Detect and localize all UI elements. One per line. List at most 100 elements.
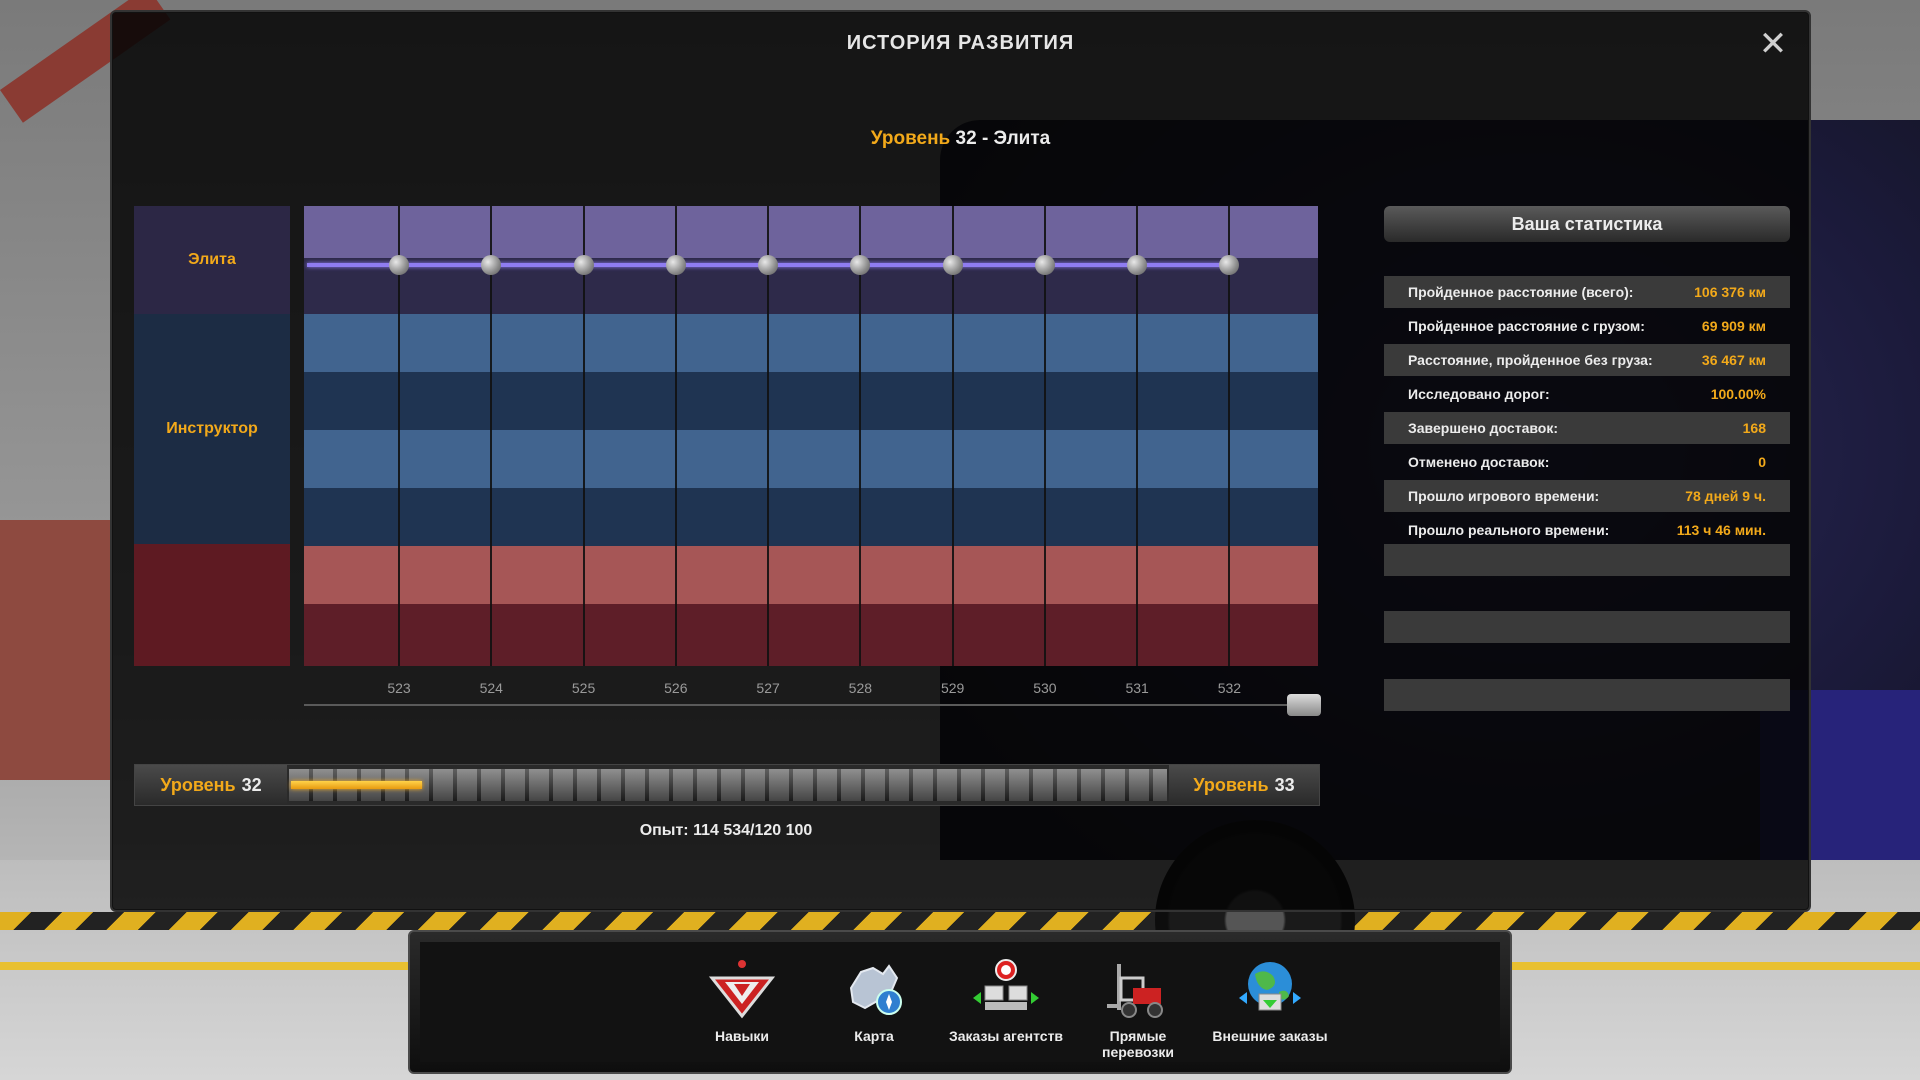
progress-node[interactable]: [942, 255, 963, 275]
dock-item-3[interactable]: Прямые перевозки: [1078, 958, 1198, 1060]
skills-icon: [707, 958, 777, 1020]
dock-item-label: Прямые перевозки: [1102, 1028, 1174, 1060]
stat-row: Исследовано дорог: 100.00%: [1384, 378, 1790, 410]
stat-label: Пройденное расстояние с грузом:: [1408, 318, 1645, 334]
chart-gridline: [490, 206, 493, 666]
x-tick-label: 532: [1217, 680, 1242, 696]
hazard-stripe: [0, 912, 1920, 930]
chart-gridline: [951, 206, 954, 666]
progress-node[interactable]: [389, 255, 410, 275]
stat-row-empty: [1384, 679, 1790, 711]
stat-label: Исследовано дорог:: [1408, 386, 1550, 402]
x-tick-label: 526: [664, 680, 688, 696]
agency-orders-icon: [971, 958, 1041, 1020]
rank-0: Элита: [134, 206, 290, 314]
stat-row: Отменено доставок: 0: [1384, 446, 1790, 478]
stat-value: 0: [1758, 454, 1766, 470]
chart-gridline: [767, 206, 770, 666]
dock-item-label: Внешние заказы: [1212, 1028, 1328, 1044]
x-tick-label: 523: [387, 680, 411, 696]
map-icon: [839, 958, 909, 1020]
xp-current-level-num: 32: [241, 774, 262, 795]
current-level-heading: Уровень 32 - Элита: [112, 128, 1809, 150]
stats-title: Ваша статистика: [1384, 206, 1790, 242]
xp-current-level: Уровень 32: [135, 765, 287, 805]
progress-node[interactable]: [850, 255, 871, 275]
xp-next-level-num: 33: [1274, 774, 1295, 795]
chart-gridline: [674, 206, 677, 666]
stat-label: Завершено доставок:: [1408, 420, 1558, 436]
chart-band: [304, 604, 1318, 666]
chart-gridline: [398, 206, 401, 666]
stat-label: Расстояние, пройденное без груза:: [1408, 352, 1653, 368]
dock-item-2[interactable]: Заказы агентств: [946, 958, 1066, 1044]
stat-value: 78 дней 9 ч.: [1685, 488, 1766, 504]
x-tick-label: 525: [571, 680, 596, 696]
chart-band: [304, 258, 1318, 314]
x-tick-label: 531: [1125, 680, 1149, 696]
dock-item-label: Заказы агентств: [948, 1028, 1064, 1044]
chart-gridline: [1043, 206, 1046, 666]
stat-value: 106 376 км: [1694, 284, 1766, 300]
progress-node[interactable]: [758, 255, 779, 275]
forklift-icon: [1103, 958, 1173, 1020]
globe-icon: [1235, 958, 1305, 1020]
chart-gridline: [1228, 206, 1231, 666]
dock-item-0[interactable]: Навыки: [682, 958, 802, 1044]
x-tick-label: 529: [940, 680, 965, 696]
stat-row: Пройденное расстояние (всего): 106 376 км: [1384, 276, 1790, 308]
chart-band: [304, 314, 1318, 372]
stat-label: Отменено доставок:: [1408, 454, 1550, 470]
stat-value: 168: [1742, 420, 1766, 436]
xp-fill: [291, 781, 422, 789]
chart-scrollbar-track[interactable]: [304, 704, 1318, 706]
progress-node[interactable]: [1127, 255, 1148, 275]
stat-label: Прошло реального времени:: [1408, 522, 1610, 538]
dialog-title: ИСТОРИЯ РАЗВИТИЯ: [846, 32, 1075, 54]
xp-current-level-word: Уровень: [160, 774, 236, 795]
dock-item-label: Навыки: [714, 1028, 770, 1044]
stat-row: Прошло реального времени: 113 ч 46 мин.: [1384, 514, 1790, 546]
x-tick-label: 528: [848, 680, 873, 696]
chart-band: [304, 206, 1318, 258]
stat-value: 113 ч 46 мин.: [1676, 522, 1766, 538]
chart-band: [304, 430, 1318, 488]
stat-label: Прошло игрового времени:: [1408, 488, 1600, 504]
chart-gridline: [859, 206, 862, 666]
xp-text: Опыт: 114 534/120 100: [639, 822, 813, 839]
stat-row: Расстояние, пройденное без груза: 36 467 …: [1384, 344, 1790, 376]
dock-item-1[interactable]: Карта: [814, 958, 934, 1044]
rank-2: [134, 544, 290, 666]
progress-chart: 523 524 525 526 527 528 529 530 531 532: [304, 206, 1318, 696]
xp-next-level: Уровень 33: [1169, 765, 1319, 805]
stats-panel: Ваша статистика Пройденное расстояние (в…: [1384, 206, 1790, 711]
chart-band: [304, 546, 1318, 604]
progress-node[interactable]: [573, 255, 594, 275]
close-button[interactable]: ✕: [1758, 25, 1788, 63]
x-tick-label: 530: [1033, 680, 1057, 696]
bottom-dock: Навыки Карта Заказы агентств Прямые перевоз…: [408, 930, 1512, 1074]
chart-scrollbar-thumb[interactable]: [1287, 694, 1321, 716]
progress-node[interactable]: [1219, 255, 1240, 275]
stat-value: 36 467 км: [1701, 352, 1766, 368]
stat-row: Пройденное расстояние с грузом: 69 909 км: [1384, 310, 1790, 342]
dock-item-label: Карта: [854, 1028, 894, 1044]
chart-band: [304, 488, 1318, 546]
dock-inner: Навыки Карта Заказы агентств Прямые перевоз…: [420, 942, 1500, 1062]
chart-gridline: [1136, 206, 1139, 666]
stat-row-empty: [1384, 544, 1790, 576]
stat-row: Прошло игрового времени: 78 дней 9 ч.: [1384, 480, 1790, 512]
x-tick-label: 527: [756, 680, 780, 696]
chart-gridline: [582, 206, 585, 666]
dock-item-4[interactable]: Внешние заказы: [1210, 958, 1330, 1044]
stat-row-empty: [1384, 611, 1790, 643]
level-word: Уровень: [870, 128, 951, 149]
progress-node[interactable]: [665, 255, 686, 275]
progress-node[interactable]: [481, 255, 502, 275]
rank-1: Инструктор: [134, 314, 290, 544]
progress-node[interactable]: [1034, 255, 1055, 275]
progress-history-dialog: ИСТОРИЯ РАЗВИТИЯ ✕ Уровень 32 - Элита Эл…: [110, 10, 1811, 912]
chart-band: [304, 372, 1318, 430]
xp-track-shade: [289, 769, 1167, 801]
xp-next-level-word: Уровень: [1193, 774, 1269, 795]
